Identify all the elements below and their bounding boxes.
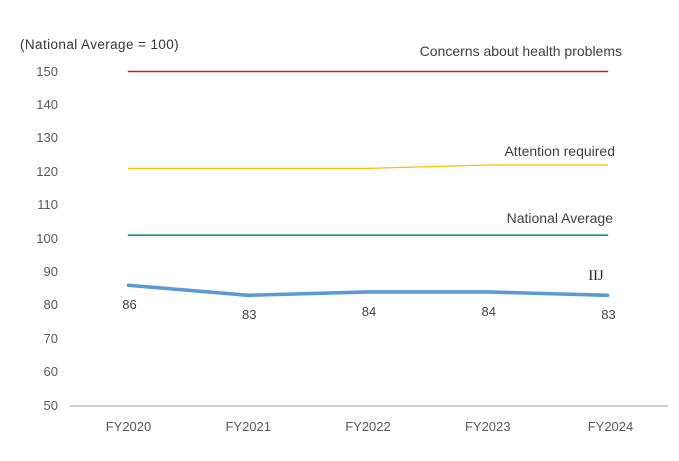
series-name-label: Concerns about health problems: [419, 43, 622, 59]
y-tick-label: 60: [43, 364, 58, 380]
data-point-label: 84: [361, 303, 377, 319]
y-tick-label: 100: [36, 230, 58, 246]
series-line: [127, 164, 609, 170]
y-tick-label: 140: [36, 96, 58, 112]
x-tick-label: FY2021: [225, 419, 272, 434]
data-point-label: 84: [481, 303, 496, 319]
data-point-label: 86: [122, 297, 137, 313]
x-tick-label: FY2022: [345, 419, 391, 434]
y-tick-label: 80: [43, 297, 58, 313]
y-tick-label: 70: [43, 330, 58, 346]
series-line: [126, 283, 610, 298]
x-tick-label: FY2023: [464, 419, 511, 434]
x-tick-label: FY2024: [587, 419, 634, 434]
x-tick-label: FY2020: [105, 419, 152, 434]
y-tick-label: 120: [36, 163, 58, 179]
y-tick-label: 90: [43, 263, 58, 279]
y-tick-label: 50: [43, 397, 58, 413]
data-point-label: 83: [601, 307, 616, 323]
series-name-label: Attention required: [504, 143, 615, 159]
y-tick-label: 110: [37, 197, 58, 213]
y-tick-label: 130: [36, 130, 58, 146]
series-name-label: IIJ: [588, 268, 604, 284]
chart-note: (National Average = 100): [20, 37, 180, 52]
y-tick-label: 150: [36, 63, 58, 79]
data-point-label: 83: [242, 307, 257, 323]
series-name-label: National Average: [506, 210, 613, 226]
